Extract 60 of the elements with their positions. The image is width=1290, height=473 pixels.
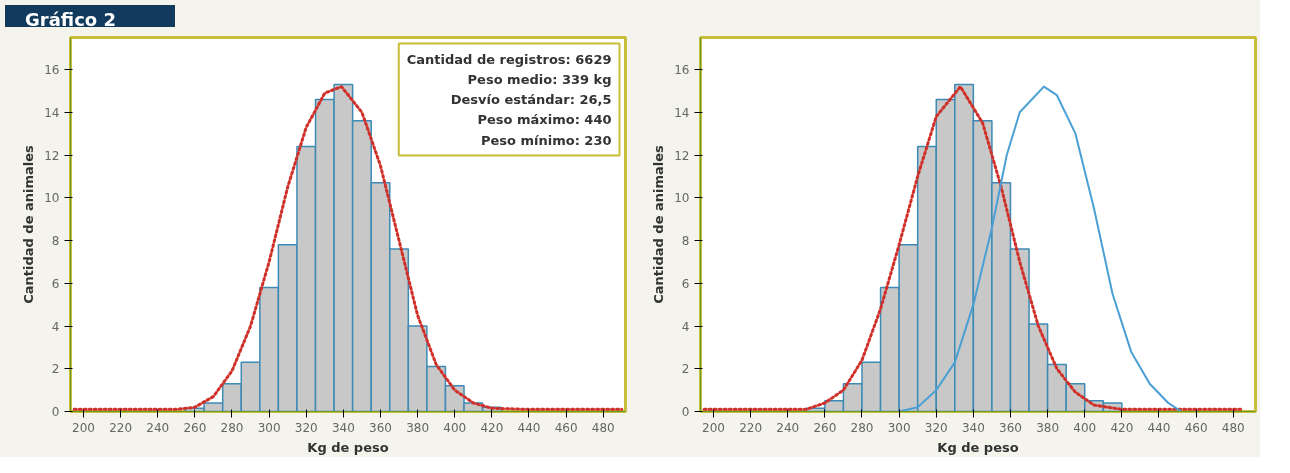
x-tick-label: 380 [406,420,430,435]
x-tick-label: 420 [1110,420,1134,435]
line-series [702,85,1245,411]
y-tick-label: 16 [674,63,690,78]
x-tick-label: 340 [331,420,355,435]
y-axis-title: Cantidad de animales [651,144,667,304]
x-tick-label: 380 [1036,420,1060,435]
x-tick-label: 400 [1073,420,1097,435]
y-tick-label: 12 [44,148,60,163]
y-axis-title: Cantidad de animales [21,144,37,304]
y-tick-label: 2 [51,362,60,377]
x-tick-label: 320 [924,420,948,435]
annotation: Desvío estándar: 26,5 [450,92,612,107]
x-tick-label: 220 [109,420,133,435]
x-tick-label: 280 [220,420,244,435]
y-tick-label: 0 [681,405,690,419]
x-tick-label: 480 [591,420,615,435]
chart-title: Gráfico 2 [25,8,116,32]
y-tick-label: 8 [681,234,690,249]
y-tick-label: 6 [681,276,690,291]
x-tick-label: 280 [850,420,874,435]
x-tick-label: 360 [369,420,392,435]
annotation: Peso mínimo: 230 [480,132,612,148]
annotation: Peso máximo: 440 [477,112,612,128]
x-axis-title: Kg de peso [937,439,1019,455]
y-tick-label: 14 [674,105,690,120]
y-tick-label: 8 [51,234,60,249]
x-tick-label: 300 [887,420,911,435]
x-tick-label: 340 [961,420,985,435]
y-tick-label: 6 [51,276,60,291]
x-tick-label: 260 [813,420,837,435]
x-tick-label: 200 [702,420,725,435]
x-tick-label: 420 [480,420,504,435]
x-tick-label: 260 [183,420,207,435]
y-tick-label: 4 [681,319,690,334]
x-tick-label: 460 [554,420,578,435]
y-tick-label: 16 [44,63,60,78]
x-tick-label: 200 [72,420,95,435]
x-tick-label: 300 [257,420,281,435]
y-tick-label: 10 [674,191,690,206]
x-tick-label: 440 [517,420,541,435]
x-tick-label: 240 [776,420,800,435]
x-tick-label: 460 [1184,420,1208,435]
x-tick-label: 220 [739,420,763,435]
x-tick-label: 320 [294,420,318,435]
x-tick-label: 400 [443,420,467,435]
x-tick-label: 360 [999,420,1022,435]
y-tick-label: 0 [51,405,60,419]
x-tick-label: 240 [146,420,170,435]
line-series [898,85,1183,412]
y-tick-label: 12 [674,148,690,163]
y-tick-label: 4 [51,319,60,334]
x-tick-label: 440 [1147,420,1171,435]
y-tick-label: 10 [44,191,60,206]
annotation: Peso medio: 339 kg [467,71,612,87]
annotation: Cantidad de registros: 6629 [406,51,612,67]
y-tick-label: 2 [681,362,690,377]
x-tick-label: 480 [1221,420,1245,435]
y-tick-label: 14 [44,105,60,120]
x-axis-title: Kg de peso [307,439,389,455]
